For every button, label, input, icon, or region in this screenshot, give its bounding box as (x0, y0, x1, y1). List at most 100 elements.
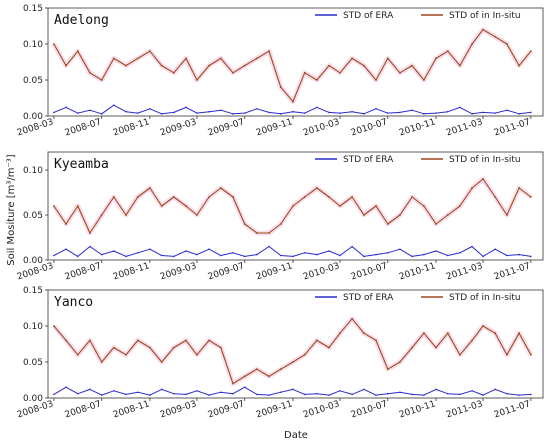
insitu-point (411, 196, 413, 198)
era-point (363, 255, 365, 258)
era-point (268, 394, 270, 396)
era-point (100, 253, 103, 256)
insitu-point (386, 368, 389, 371)
insitu-point (292, 100, 294, 103)
insitu-point (255, 368, 258, 371)
era-point (363, 388, 365, 391)
x-tick-label: 2009-07 (207, 399, 246, 420)
era-point (89, 245, 91, 248)
insitu-point (136, 339, 139, 342)
era-point (328, 111, 330, 114)
insitu-point (518, 187, 520, 189)
insitu-point (76, 50, 79, 53)
x-tick-label: 2011-03 (445, 117, 484, 138)
era-point (89, 109, 91, 112)
era-point (303, 112, 306, 114)
plot-frame (47, 289, 544, 399)
era-point (173, 392, 175, 395)
era-point (292, 388, 294, 391)
insitu-point (89, 232, 91, 234)
y-tick-label: 0.05 (23, 358, 43, 368)
insitu-point (315, 339, 318, 342)
x-axis-title: Date (284, 430, 308, 441)
era-point (328, 394, 330, 396)
era-point (185, 250, 187, 252)
insitu-point (196, 214, 198, 216)
insitu-point (339, 205, 341, 207)
era-point (65, 106, 67, 109)
era-point (339, 390, 341, 392)
insitu-point (529, 353, 532, 356)
insitu-point (529, 50, 532, 53)
x-tick-label: 2008-11 (112, 261, 151, 282)
insitu-point (303, 196, 306, 198)
era-point (160, 113, 163, 115)
era-point (113, 250, 115, 252)
insitu-point (268, 375, 270, 378)
insitu-point (422, 79, 425, 81)
insitu-point (185, 205, 187, 207)
era-point (65, 386, 67, 389)
era-point (303, 393, 306, 396)
insitu-point (196, 79, 198, 81)
era-point (506, 109, 508, 112)
y-tick-label: 0.10 (23, 40, 43, 50)
insitu-point (196, 353, 198, 356)
era-point (125, 393, 127, 396)
era-point (53, 111, 55, 114)
era-point (471, 390, 473, 392)
insitu-point (399, 361, 401, 363)
insitu-point (76, 205, 79, 207)
insitu-point (52, 43, 55, 45)
era-point (351, 110, 353, 113)
insitu-point (65, 339, 67, 342)
era-point (208, 394, 210, 396)
x-tick-label: 2009-03 (159, 117, 198, 138)
insitu-point (386, 223, 389, 225)
insitu-point (172, 71, 175, 74)
legend-label: STD of ERA (343, 155, 394, 165)
era-point (160, 254, 163, 257)
x-tick-label: 2009-07 (207, 261, 246, 282)
insitu-point (482, 325, 484, 327)
x-tick-label: 2010-03 (302, 399, 341, 420)
era-point (220, 391, 222, 394)
era-point (518, 253, 520, 256)
panel-title: Kyeamba (54, 157, 109, 172)
x-tick-label: 2008-11 (112, 117, 151, 138)
insitu-point (52, 205, 55, 207)
y-tick-label: 0.00 (23, 256, 43, 266)
era-point (173, 111, 175, 114)
insitu-point (446, 332, 449, 335)
era-point (435, 250, 437, 252)
x-tick-label: 2010-11 (398, 261, 437, 282)
x-tick-label: 2009-03 (159, 261, 198, 282)
era-point (65, 248, 67, 250)
insitu-point (149, 50, 151, 53)
insitu-point (112, 57, 115, 60)
era-point (530, 255, 532, 258)
x-tick-label: 2011-07 (493, 261, 532, 282)
insitu-point (160, 64, 163, 67)
insitu-point (149, 346, 151, 349)
x-tick-label: 2010-03 (302, 117, 341, 138)
insitu-point (232, 196, 234, 198)
insitu-point (446, 50, 449, 53)
era-point (375, 394, 377, 396)
x-tick-label: 2008-07 (64, 399, 103, 420)
era-point (232, 113, 234, 115)
era-point (446, 392, 449, 395)
era-point (149, 108, 151, 110)
era-point (136, 112, 139, 114)
era-point (113, 390, 115, 392)
insitu-point (375, 205, 377, 207)
insitu-point (292, 205, 294, 207)
era-point (173, 255, 175, 258)
insitu-point (100, 214, 103, 216)
era-point (494, 248, 496, 250)
era-point (220, 254, 222, 257)
y-tick-label: 0.00 (23, 394, 43, 404)
era-point (506, 254, 508, 257)
